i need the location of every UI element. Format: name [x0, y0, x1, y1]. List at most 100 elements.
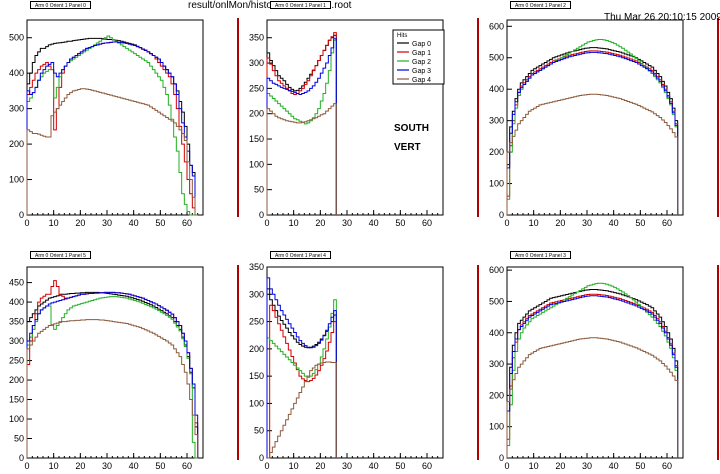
x-tick-label: 50	[635, 218, 645, 228]
file-path-label: result/onlMon/histos-0-4-276545.root	[188, 0, 351, 11]
x-tick-label: 60	[182, 461, 192, 471]
x-tick-label: 50	[155, 461, 165, 471]
plot-frame	[266, 266, 444, 459]
histogram-panel-4: 0 10 20 30 40 50 60 0 50 100 150 200 250 300 350	[249, 262, 479, 471]
x-tick-label: 50	[635, 461, 645, 471]
legend-box	[392, 29, 445, 85]
series-gap-4	[266, 103, 337, 215]
x-tick-label: 50	[395, 461, 405, 471]
y-tick-label: 500	[9, 33, 24, 43]
series-gap-2	[506, 282, 679, 458]
x-tick-label: 40	[609, 218, 619, 228]
x-tick-label: 40	[369, 218, 379, 228]
panel-title-4: Arm 0 Orient 1 Panel 4	[270, 251, 331, 259]
series-gap-4	[267, 361, 337, 459]
series-gap-0	[506, 289, 679, 458]
plot-frame	[26, 266, 204, 459]
y-tick-label: 400	[9, 297, 24, 307]
region-label: SOUTH	[394, 123, 429, 134]
x-tick-label: 0	[24, 218, 29, 228]
x-tick-label: 20	[555, 218, 565, 228]
y-tick-label: 100	[249, 159, 264, 169]
legend-entry: Gap 0	[412, 41, 431, 48]
x-tick-label: 50	[395, 218, 405, 228]
series-gap-3	[26, 291, 199, 458]
y-tick-label: 50	[254, 426, 264, 436]
y-tick-label: 400	[489, 328, 504, 338]
y-tick-label: 450	[9, 278, 24, 288]
x-tick-label: 0	[24, 461, 29, 471]
y-tick-label: 50	[14, 434, 24, 444]
plot-frame	[506, 266, 684, 459]
y-tick-label: 200	[489, 390, 504, 400]
x-tick-label: 60	[182, 218, 192, 228]
y-tick-label: 100	[9, 175, 24, 185]
x-tick-label: 30	[102, 461, 112, 471]
y-tick-label: 500	[489, 53, 504, 63]
y-tick-label: 400	[9, 68, 24, 78]
y-tick-label: 100	[489, 422, 504, 432]
x-tick-label: 10	[289, 218, 299, 228]
y-tick-label: 0	[259, 210, 264, 220]
series-gap-2	[266, 299, 337, 458]
y-tick-label: 100	[489, 179, 504, 189]
panel-title-2: Arm 0 Orient 1 Panel 2	[510, 1, 571, 9]
y-tick-label: 350	[249, 262, 264, 272]
x-tick-label: 20	[75, 218, 85, 228]
y-tick-label: 300	[249, 289, 264, 299]
orientation-label: VERT	[394, 142, 421, 153]
x-tick-label: 20	[75, 461, 85, 471]
series-gap-4	[26, 88, 198, 216]
y-tick-label: 300	[489, 359, 504, 369]
series-gap-2	[26, 296, 198, 459]
x-tick-label: 60	[422, 461, 432, 471]
x-tick-label: 60	[422, 218, 432, 228]
x-tick-label: 10	[289, 461, 299, 471]
y-tick-label: 300	[9, 336, 24, 346]
legend-entry: Gap 3	[412, 68, 431, 75]
legend-entry: Gap 4	[412, 77, 431, 84]
y-tick-label: 250	[9, 356, 24, 366]
y-tick-label: 0	[499, 210, 504, 220]
x-tick-label: 10	[529, 461, 539, 471]
y-tick-label: 200	[489, 147, 504, 157]
x-tick-label: 30	[582, 218, 592, 228]
x-tick-label: 40	[129, 218, 139, 228]
x-tick-label: 30	[102, 218, 112, 228]
x-tick-label: 40	[609, 461, 619, 471]
series-gap-1	[506, 50, 679, 215]
panel-title-0: Arm 0 Orient 1 Panel 0	[30, 1, 91, 9]
y-tick-label: 300	[249, 58, 264, 68]
y-tick-label: 150	[249, 134, 264, 144]
series-gap-3	[506, 51, 679, 215]
panel-title-1: Arm 0 Orient 1 Panel 1	[270, 1, 331, 9]
y-tick-label: 200	[9, 375, 24, 385]
x-tick-label: 10	[529, 218, 539, 228]
y-tick-label: 0	[499, 453, 504, 463]
x-tick-label: 0	[264, 218, 269, 228]
y-tick-label: 200	[9, 139, 24, 149]
x-tick-label: 20	[315, 218, 325, 228]
series-gap-3	[506, 295, 679, 458]
datetime-label: Thu Mar 26 20:10:15 2009	[604, 12, 720, 23]
x-tick-label: 30	[342, 461, 352, 471]
y-tick-label: 0	[19, 453, 24, 463]
series-gap-3	[266, 38, 337, 215]
x-tick-label: 20	[555, 461, 565, 471]
series-gap-4	[506, 337, 679, 458]
x-tick-label: 50	[155, 218, 165, 228]
series-gap-2	[26, 35, 198, 216]
y-tick-label: 400	[489, 84, 504, 94]
y-tick-label: 200	[249, 344, 264, 354]
panel-title-3: Arm 0 Orient 1 Panel 5	[30, 251, 91, 259]
y-tick-label: 200	[249, 109, 264, 119]
y-tick-label: 100	[249, 398, 264, 408]
series-gap-4	[506, 93, 679, 215]
x-tick-label: 0	[504, 218, 509, 228]
y-tick-label: 0	[19, 210, 24, 220]
y-tick-label: 350	[249, 33, 264, 43]
y-tick-label: 50	[254, 185, 264, 195]
series-gap-2	[266, 39, 337, 215]
y-tick-label: 150	[9, 395, 24, 405]
